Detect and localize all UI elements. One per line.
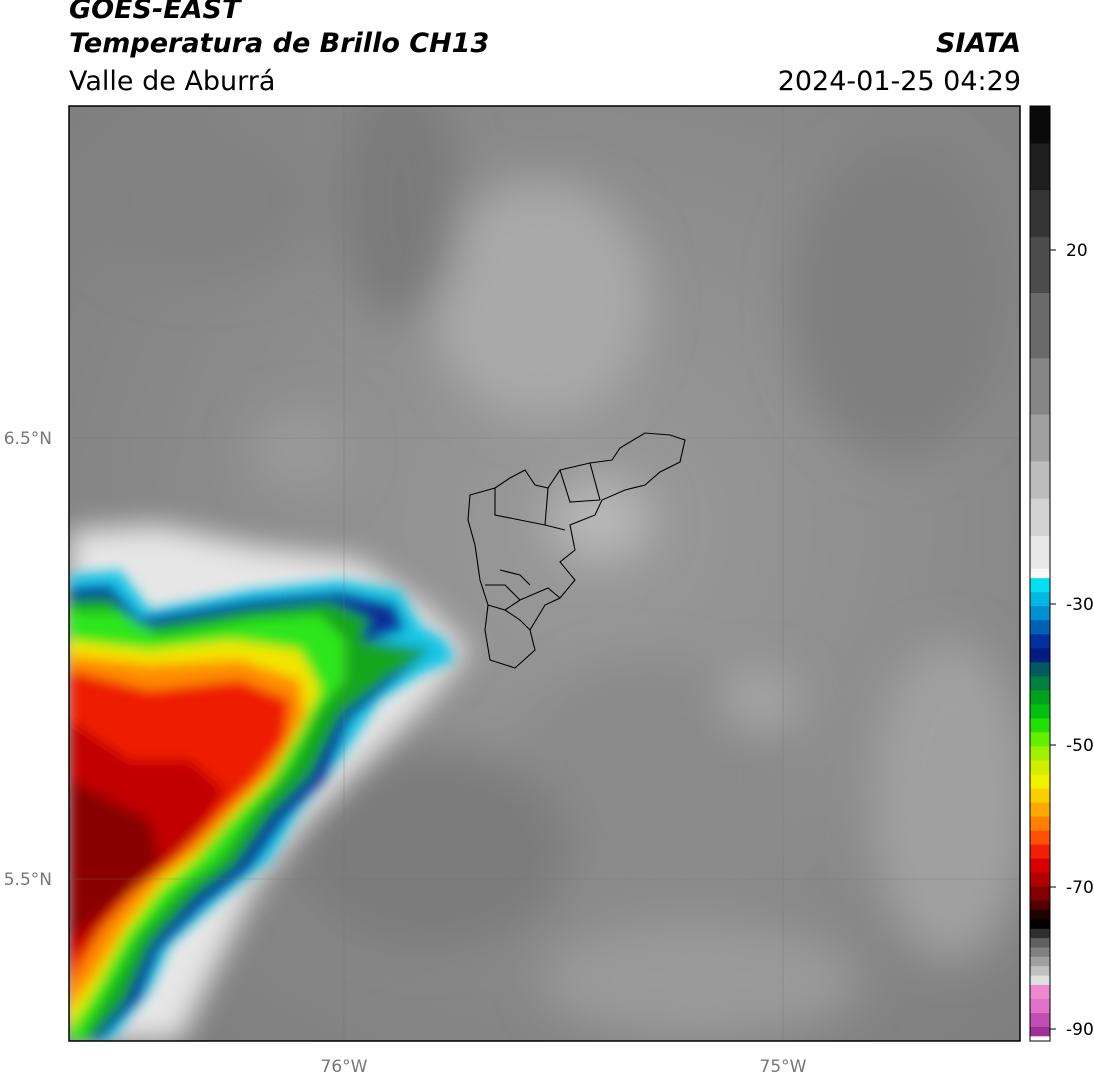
colorbar-segment: [1030, 461, 1050, 500]
colorbar-segment: [1030, 143, 1050, 191]
lon-label-75w: 75°W: [760, 1057, 807, 1077]
cold-cloud-system: [69, 570, 455, 1041]
colorbar-label-minus90: -90: [1066, 1020, 1094, 1040]
satellite-title: GOES-EAST: [69, 0, 241, 25]
colorbar-segment: [1030, 732, 1050, 747]
colorbar-ticks: [1050, 249, 1056, 1030]
lat-label-6-5n: 6.5°N: [4, 429, 52, 449]
colorbar-segment: [1030, 830, 1050, 846]
lon-label-76w: 76°W: [321, 1057, 368, 1077]
colorbar-segment: [1030, 592, 1050, 607]
colorbar-segment: [1030, 414, 1050, 462]
colorbar-segment: [1030, 928, 1050, 939]
colorbar-segments: [1030, 106, 1050, 1042]
colorbar-segment: [1030, 718, 1050, 733]
colorbar-segment: [1030, 236, 1050, 294]
colorbar-segment: [1030, 1012, 1050, 1028]
product-title: Temperatura de Brillo CH13: [69, 28, 490, 59]
colorbar-segment: [1030, 568, 1050, 579]
colorbar-segment: [1030, 358, 1050, 416]
colorbar-segment: [1030, 578, 1050, 593]
colorbar-segment: [1030, 293, 1050, 359]
valle-de-aburra-boundaries: [467, 432, 686, 669]
colorbar-segment: [1030, 498, 1050, 537]
colorbar-segment: [1030, 106, 1050, 144]
colorbar-segment: [1030, 676, 1050, 691]
colorbar-segment: [1030, 872, 1050, 888]
colorbar-segment: [1030, 1026, 1050, 1037]
colorbar-segment: [1030, 662, 1050, 677]
colorbar-segment: [1030, 984, 1050, 1000]
colorbar-label-minus30: -30: [1066, 595, 1094, 615]
colorbar-segment: [1030, 690, 1050, 705]
colorbar-segment: [1030, 966, 1050, 977]
colorbar-segment: [1030, 802, 1050, 818]
colorbar-segment: [1030, 975, 1050, 986]
colorbar-segment: [1030, 620, 1050, 635]
colorbar-segment: [1030, 886, 1050, 902]
colorbar-label-minus70: -70: [1066, 878, 1094, 898]
colorbar-segment: [1030, 788, 1050, 804]
colorbar-segment: [1030, 606, 1050, 621]
colorbar-segment: [1030, 947, 1050, 958]
colorbar-segment: [1030, 536, 1050, 570]
colorbar-segment: [1030, 900, 1050, 911]
brand-label: SIATA: [935, 28, 1021, 59]
datetime-label: 2024-01-25 04:29: [777, 66, 1021, 97]
colorbar-segment: [1030, 704, 1050, 719]
colorbar-segment: [1030, 919, 1050, 930]
colorbar-segment: [1030, 746, 1050, 761]
map-frame: [68, 105, 1021, 1042]
colorbar-segment: [1030, 956, 1050, 967]
colorbar-label-20: 20: [1066, 241, 1088, 261]
colorbar-segment: [1030, 998, 1050, 1014]
colorbar-segment: [1030, 858, 1050, 874]
colorbar-segment: [1030, 648, 1050, 663]
colorbar-segment: [1030, 844, 1050, 860]
lat-label-5-5n: 5.5°N: [4, 870, 52, 890]
cloud-texture: [80, 106, 1020, 1040]
region-title: Valle de Aburrá: [69, 66, 276, 97]
colorbar-segment: [1030, 190, 1050, 238]
colorbar-segment: [1030, 910, 1050, 920]
colorbar-label-minus50: -50: [1066, 736, 1094, 756]
colorbar-segment: [1030, 634, 1050, 649]
colorbar-segment: [1030, 774, 1050, 790]
colorbar-segment: [1030, 816, 1050, 832]
colorbar-frame: [1029, 105, 1051, 1042]
colorbar-segment: [1030, 938, 1050, 948]
colorbar-segment: [1030, 760, 1050, 776]
colorbar-segment: [1030, 1036, 1050, 1042]
